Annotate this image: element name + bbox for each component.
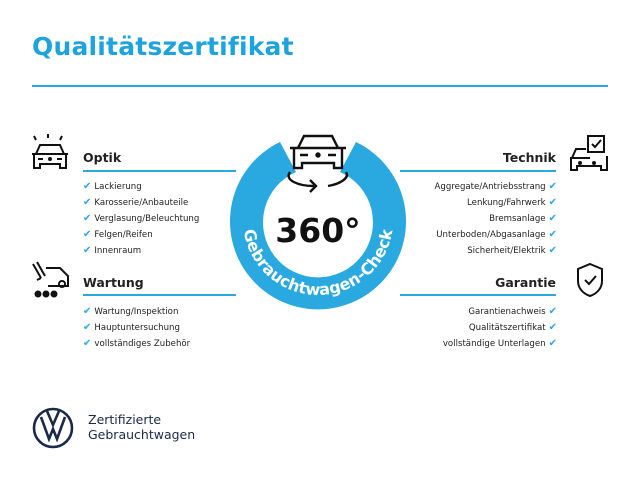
check-icon: ✔ (548, 245, 557, 256)
section-label-wartung: Wartung (83, 275, 144, 290)
ring-arc (230, 142, 406, 310)
check-icon: ✔ (548, 322, 557, 333)
list-item: ✔ Felgen/Reifen (83, 229, 153, 240)
optik-list: ✔ Lackierung ✔ Karosserie/Anbauteile ✔ Verg… (83, 179, 199, 259)
vw-logo (32, 407, 74, 449)
list-item: Sicherheit/Elektrik ✔ (467, 245, 557, 256)
list-item: ✔ Lackierung (83, 181, 142, 192)
check-icon: ✔ (548, 181, 557, 192)
section-label-technik: Technik (502, 150, 556, 165)
car-checklist-icon (570, 135, 608, 171)
check-icon: ✔ (83, 338, 92, 349)
garantie-divider (400, 294, 556, 296)
wartung-divider (83, 294, 236, 296)
check-icon: ✔ (83, 181, 92, 192)
technik-list: Aggregate/Antriebsstrang ✔ Lenkung/Fahrwe… (435, 179, 557, 259)
big-360: 360° (275, 211, 360, 250)
brand-line-2: Gebrauchtwagen (88, 427, 196, 442)
list-item: Bremsanlage ✔ (489, 213, 557, 224)
list-item: ✔ Innenraum (83, 245, 142, 256)
list-item: ✔ Wartung/Inspektion (83, 306, 179, 317)
optik-divider (83, 170, 236, 172)
technik-divider (400, 170, 556, 172)
check-icon: ✔ (83, 197, 92, 208)
check-icon: ✔ (83, 322, 92, 333)
list-item: Unterboden/Abgasanlage ✔ (436, 229, 557, 240)
car-lights-icon (32, 134, 68, 169)
check-icon: ✔ (548, 338, 557, 349)
list-item: Aggregate/Antriebsstrang ✔ (434, 181, 557, 192)
brand-line-1: Zertifizierte (88, 412, 162, 427)
list-item: ✔ Hauptuntersuchung (83, 322, 180, 333)
garantie-list: Garantienachweis ✔ Qualitätszertifikat ✔ v… (443, 304, 557, 352)
check-icon: ✔ (83, 245, 92, 256)
car-rotate-icon (287, 134, 349, 193)
check-icon: ✔ (83, 229, 92, 240)
check-icon: ✔ (83, 213, 92, 224)
list-item: Lenkung/Fahrwerk ✔ (467, 197, 557, 208)
list-item: ✔ Verglasung/Beleuchtung (83, 213, 200, 224)
wartung-list: ✔ Wartung/Inspektion ✔ Hauptuntersuchung ✔… (83, 304, 190, 352)
section-label-optik: Optik (83, 150, 122, 165)
service-van-icon (32, 261, 69, 298)
title-divider (32, 85, 608, 87)
check-icon: ✔ (548, 229, 557, 240)
list-item: ✔ vollständiges Zubehör (83, 338, 191, 349)
brand-text: Zertifizierte Gebrauchtwagen (88, 412, 195, 442)
check-icon: ✔ (548, 213, 557, 224)
check-360-badge: 360° Gebrauchtwagen-Check (230, 134, 406, 310)
page-title: Qualitätszertifikat (32, 32, 294, 61)
check-icon: ✔ (83, 306, 92, 317)
list-item: Qualitätszertifikat ✔ (468, 322, 557, 333)
check-icon: ✔ (548, 197, 557, 208)
check-icon: ✔ (548, 306, 557, 317)
list-item: vollständige Unterlagen ✔ (442, 338, 557, 349)
shield-check-icon (577, 262, 603, 298)
list-item: ✔ Karosserie/Anbauteile (83, 197, 189, 208)
section-label-garantie: Garantie (495, 275, 556, 290)
list-item: Garantienachweis ✔ (468, 306, 557, 317)
